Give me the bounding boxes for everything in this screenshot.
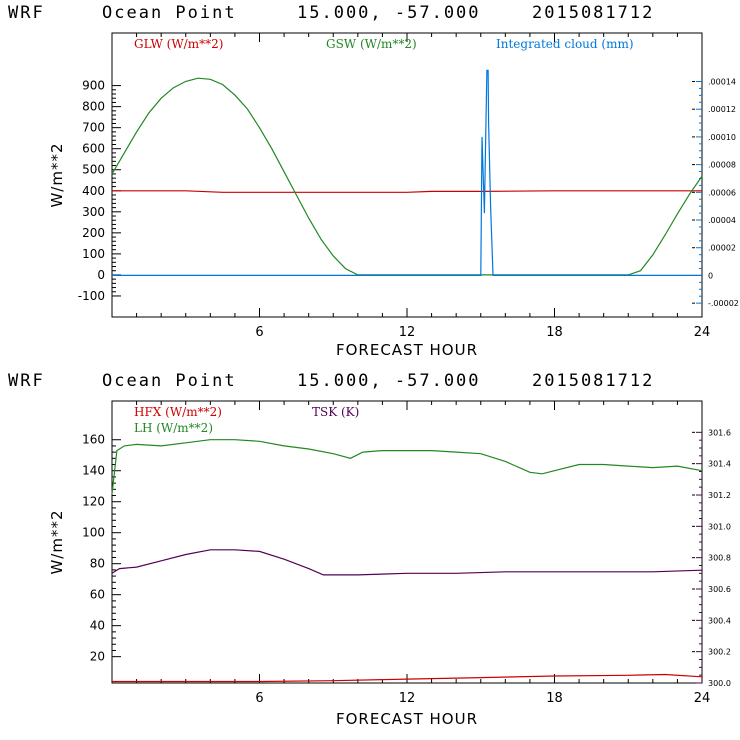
x-tick-label: 6	[255, 325, 263, 340]
y-tick-label: 300	[82, 205, 105, 219]
y-tick-label: 60	[90, 588, 105, 602]
y-tick-label: 600	[82, 142, 105, 156]
y2-tick-label: 301.0	[708, 522, 731, 531]
plot-frame	[111, 400, 703, 684]
chart-panel-1: 6 12 18 24 -100 0 100 200 300 400 500 600 700 800 900.…	[48, 32, 739, 359]
y2-tick-label: 300.2	[708, 648, 731, 657]
y2-tick-label: .00012	[708, 105, 736, 114]
x-tick-label: 18	[546, 691, 563, 706]
legend-entry: Integrated cloud (mm)	[496, 37, 634, 51]
y2-tick-label: 300.6	[708, 585, 731, 594]
y2-tick-label: .00004	[708, 216, 736, 225]
y-tick-label: 100	[82, 247, 105, 261]
series-group	[111, 69, 703, 276]
y-tick-label: 200	[82, 226, 105, 240]
legend-entry: TSK (K)	[312, 405, 359, 419]
title-model: WRF	[8, 371, 45, 391]
y2-tick-label: 301.2	[708, 491, 731, 500]
y-axis-label: W/m**2	[48, 142, 66, 207]
chart-title-top: WRF Ocean Point 15.000, -57.000 20150817…	[0, 3, 740, 25]
legend-entry: GLW (W/m**2)	[134, 37, 223, 51]
y2-tick-label: -.00002	[708, 299, 739, 308]
chart-title-bottom: WRF Ocean Point 15.000, -57.000 20150817…	[0, 371, 740, 393]
series-line-1	[112, 673, 703, 683]
series-line-2	[111, 439, 703, 495]
x-axis-label: FORECAST HOUR	[336, 710, 478, 728]
legend-entry: HFX (W/m**2)	[134, 405, 222, 419]
x-tick-label: 12	[399, 691, 416, 706]
y-tick-label: 120	[82, 495, 105, 509]
y-tick-label: -100	[78, 289, 105, 303]
x-tick-label: 24	[694, 325, 711, 340]
x-axis-label: FORECAST HOUR	[336, 341, 478, 359]
y2-tick-label: .00006	[708, 188, 736, 197]
y-tick-label: 800	[82, 100, 105, 114]
title-place: Ocean Point	[102, 371, 237, 391]
title-coords: 15.000, -57.000	[297, 3, 481, 23]
y2-tick-label: 301.4	[708, 460, 731, 469]
series-line-3	[111, 549, 703, 576]
y2-tick-label: .00014	[708, 77, 736, 86]
x-tick-label: 12	[399, 325, 416, 340]
title-model: WRF	[8, 3, 45, 23]
y2-tick-label: 0	[708, 271, 713, 280]
series-line-1	[112, 190, 702, 193]
legend-entry: GSW (W/m**2)	[326, 37, 417, 51]
x-tick-label: 6	[255, 691, 263, 706]
title-run: 2015081712	[532, 3, 655, 23]
y-tick-label: 100	[82, 526, 105, 540]
y-axis-label: W/m**2	[48, 509, 66, 574]
legend-entry: LH (W/m**2)	[134, 421, 213, 435]
y2-tick-label: .00002	[708, 244, 736, 253]
title-coords: 15.000, -57.000	[297, 371, 481, 391]
y-tick-label: 0	[97, 268, 105, 282]
series-line-2	[111, 77, 703, 276]
y-tick-label: 20	[90, 650, 105, 664]
y2-tick-label: 300.4	[708, 616, 731, 625]
y-tick-label: 40	[90, 619, 105, 633]
x-tick-label: 18	[546, 325, 563, 340]
y-tick-label: 160	[82, 433, 105, 447]
y2-tick-label: .00010	[708, 133, 736, 142]
series-line-3	[112, 69, 702, 276]
y-tick-label: 500	[82, 163, 105, 177]
title-place: Ocean Point	[102, 3, 237, 23]
y-tick-label: 80	[90, 557, 105, 571]
y2-tick-label: 300.0	[708, 679, 731, 688]
y-tick-label: 400	[82, 184, 105, 198]
y-tick-label: 700	[82, 121, 105, 135]
series-group	[111, 439, 703, 683]
title-run: 2015081712	[532, 371, 655, 391]
y2-tick-label: .00008	[708, 161, 736, 170]
x-tick-label: 24	[694, 691, 711, 706]
y-tick-label: 140	[82, 464, 105, 478]
y2-tick-label: 301.6	[708, 428, 731, 437]
chart-panel-2: 6 12 18 24 20 40 60 80 100 120 140 160 301.6 301.4 301…	[48, 400, 731, 728]
y2-tick-label: 300.8	[708, 554, 731, 563]
y-tick-label: 900	[82, 79, 105, 93]
